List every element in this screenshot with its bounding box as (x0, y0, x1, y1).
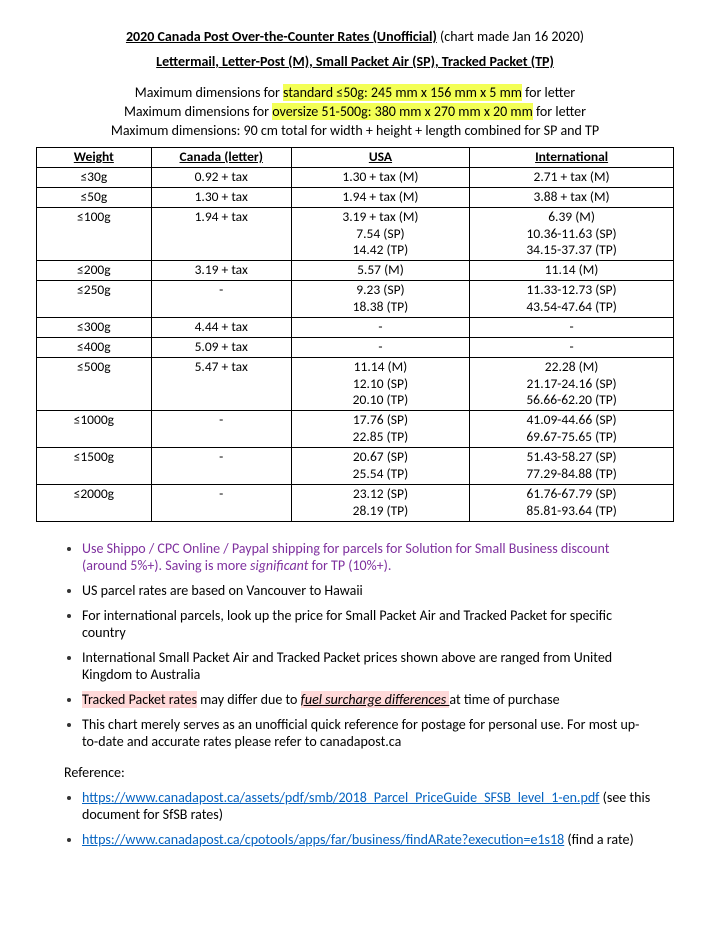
cell-us: 23.12 (SP)28.19 (TP) (291, 484, 469, 521)
cell-int: 41.09-44.66 (SP)69.67-75.65 (TP) (470, 411, 674, 448)
cell-us: - (291, 317, 469, 337)
th-canada: Canada (letter) (151, 148, 291, 168)
cell-int: - (470, 317, 674, 337)
cell-ca: 0.92 + tax (151, 167, 291, 187)
note1c: for TP (10%+). (308, 557, 391, 574)
dim2-pre: Maximum dimensions for (124, 103, 272, 120)
note-disclaimer: This chart merely serves as an unofficia… (82, 716, 674, 750)
cell-w: ≤1000g (37, 411, 152, 448)
note-intl-lookup: For international parcels, look up the p… (82, 607, 674, 641)
table-header-row: Weight Canada (letter) USA International (37, 148, 674, 168)
cell-w: ≤30g (37, 167, 152, 187)
reference-link-2[interactable]: https://www.canadapost.ca/cpotools/apps/… (82, 831, 564, 848)
cell-ca: - (151, 281, 291, 318)
notes-list: Use Shippo / CPC Online / Paypal shippin… (36, 540, 674, 750)
dim-line-1: Maximum dimensions for standard ≤50g: 24… (36, 84, 674, 101)
dim1-pre: Maximum dimensions for (135, 84, 283, 101)
title-main: 2020 Canada Post Over-the-Counter Rates … (126, 28, 437, 45)
cell-int: 2.71 + tax (M) (470, 167, 674, 187)
note1b: significant (250, 557, 308, 574)
cell-ca: - (151, 448, 291, 485)
cell-us: 3.19 + tax (M)7.54 (SP)14.42 (TP) (291, 207, 469, 261)
reference-item: https://www.canadapost.ca/assets/pdf/smb… (82, 789, 674, 823)
cell-w: ≤250g (37, 281, 152, 318)
table-row: ≤200g3.19 + tax5.57 (M)11.14 (M) (37, 261, 674, 281)
cell-int: 3.88 + tax (M) (470, 187, 674, 207)
cell-w: ≤2000g (37, 484, 152, 521)
cell-w: ≤50g (37, 187, 152, 207)
cell-ca: 1.94 + tax (151, 207, 291, 261)
reference-item: https://www.canadapost.ca/cpotools/apps/… (82, 831, 674, 848)
cell-us: - (291, 337, 469, 357)
note5c: fuel surcharge differences (301, 691, 450, 708)
cell-int: 6.39 (M)10.36-11.63 (SP)34.15-37.37 (TP) (470, 207, 674, 261)
cell-w: ≤500g (37, 357, 152, 411)
note-intl-range: International Small Packet Air and Track… (82, 649, 674, 683)
table-row: ≤400g5.09 + tax-- (37, 337, 674, 357)
cell-ca: - (151, 411, 291, 448)
table-row: ≤500g5.47 + tax11.14 (M)12.10 (SP)20.10 … (37, 357, 674, 411)
dim2-highlight: oversize 51-500g: 380 mm x 270 mm x 20 m… (272, 103, 533, 120)
cell-us: 1.94 + tax (M) (291, 187, 469, 207)
cell-ca: - (151, 484, 291, 521)
table-row: ≤2000g-23.12 (SP)28.19 (TP)61.76-67.79 (… (37, 484, 674, 521)
dim-line-2: Maximum dimensions for oversize 51-500g:… (36, 103, 674, 120)
table-row: ≤50g1.30 + tax1.94 + tax (M)3.88 + tax (… (37, 187, 674, 207)
cell-w: ≤300g (37, 317, 152, 337)
cell-w: ≤400g (37, 337, 152, 357)
subtitle: Lettermail, Letter-Post (M), Small Packe… (36, 53, 674, 70)
note5d: at time of purchase (449, 691, 559, 708)
reference-heading: Reference: (64, 764, 674, 781)
note-us-basis: US parcel rates are based on Vancouver t… (82, 582, 674, 599)
dim1-highlight: standard ≤50g: 245 mm x 156 mm x 5 mm (283, 84, 522, 101)
th-usa: USA (291, 148, 469, 168)
th-weight: Weight (37, 148, 152, 168)
cell-int: - (470, 337, 674, 357)
th-international: International (470, 148, 674, 168)
cell-w: ≤1500g (37, 448, 152, 485)
table-row: ≤1000g-17.76 (SP)22.85 (TP)41.09-44.66 (… (37, 411, 674, 448)
cell-ca: 3.19 + tax (151, 261, 291, 281)
note5b: may differ due to (197, 691, 301, 708)
reference-list: https://www.canadapost.ca/assets/pdf/smb… (36, 789, 674, 848)
cell-int: 11.14 (M) (470, 261, 674, 281)
dim-line-3: Maximum dimensions: 90 cm total for widt… (36, 122, 674, 139)
dim2-post: for letter (533, 103, 586, 120)
reference-link-1[interactable]: https://www.canadapost.ca/assets/pdf/smb… (82, 789, 599, 806)
title-note: (chart made Jan 16 2020) (437, 28, 584, 45)
cell-w: ≤200g (37, 261, 152, 281)
table-row: ≤250g-9.23 (SP)18.38 (TP)11.33-12.73 (SP… (37, 281, 674, 318)
rates-table: Weight Canada (letter) USA International… (36, 147, 674, 522)
cell-us: 5.57 (M) (291, 261, 469, 281)
cell-ca: 1.30 + tax (151, 187, 291, 207)
page-title: 2020 Canada Post Over-the-Counter Rates … (36, 28, 674, 45)
dim1-post: for letter (522, 84, 575, 101)
table-row: ≤100g1.94 + tax3.19 + tax (M)7.54 (SP)14… (37, 207, 674, 261)
cell-int: 51.43-58.27 (SP)77.29-84.88 (TP) (470, 448, 674, 485)
cell-us: 17.76 (SP)22.85 (TP) (291, 411, 469, 448)
ref2-note: (find a rate) (564, 831, 634, 848)
cell-us: 9.23 (SP)18.38 (TP) (291, 281, 469, 318)
table-row: ≤1500g-20.67 (SP)25.54 (TP)51.43-58.27 (… (37, 448, 674, 485)
table-row: ≤30g0.92 + tax1.30 + tax (M)2.71 + tax (… (37, 167, 674, 187)
cell-ca: 5.09 + tax (151, 337, 291, 357)
cell-w: ≤100g (37, 207, 152, 261)
cell-int: 22.28 (M)21.17-24.16 (SP)56.66-62.20 (TP… (470, 357, 674, 411)
cell-ca: 4.44 + tax (151, 317, 291, 337)
note-fuel-surcharge: Tracked Packet rates may differ due to f… (82, 691, 674, 708)
cell-us: 1.30 + tax (M) (291, 167, 469, 187)
note5a: Tracked Packet rates (82, 691, 197, 708)
table-row: ≤300g4.44 + tax-- (37, 317, 674, 337)
cell-us: 20.67 (SP)25.54 (TP) (291, 448, 469, 485)
cell-int: 61.76-67.79 (SP)85.81-93.64 (TP) (470, 484, 674, 521)
cell-us: 11.14 (M)12.10 (SP)20.10 (TP) (291, 357, 469, 411)
cell-int: 11.33-12.73 (SP)43.54-47.64 (TP) (470, 281, 674, 318)
cell-ca: 5.47 + tax (151, 357, 291, 411)
note-discount: Use Shippo / CPC Online / Paypal shippin… (82, 540, 674, 574)
